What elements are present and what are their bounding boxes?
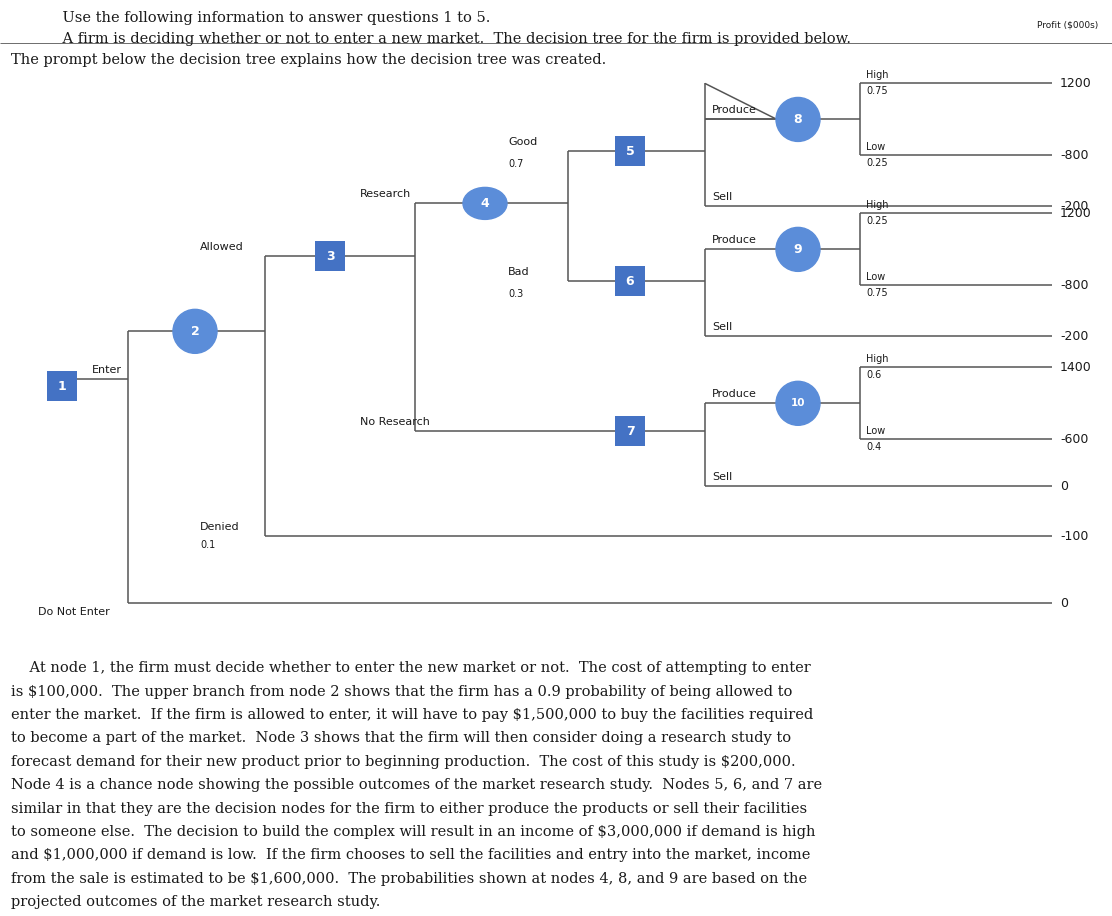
Text: 0: 0 <box>1060 480 1068 493</box>
Text: similar in that they are the decision nodes for the firm to either produce the p: similar in that they are the decision no… <box>11 802 807 815</box>
Text: A firm is deciding whether or not to enter a new market.  The decision tree for : A firm is deciding whether or not to ent… <box>44 32 852 46</box>
Text: 5: 5 <box>626 145 634 158</box>
Text: is $100,000.  The upper branch from node 2 shows that the firm has a 0.9 probabi: is $100,000. The upper branch from node … <box>11 685 793 699</box>
Text: -200: -200 <box>1060 200 1089 213</box>
Text: from the sale is estimated to be $1,600,000.  The probabilities shown at nodes 4: from the sale is estimated to be $1,600,… <box>11 872 807 886</box>
Text: Enter: Enter <box>92 365 122 375</box>
Text: 7: 7 <box>626 425 634 438</box>
Ellipse shape <box>463 188 507 220</box>
Text: projected outcomes of the market research study.: projected outcomes of the market researc… <box>11 895 380 909</box>
Text: Node 4 is a chance node showing the possible outcomes of the market research stu: Node 4 is a chance node showing the poss… <box>11 778 822 792</box>
Text: The prompt below the decision tree explains how the decision tree was created.: The prompt below the decision tree expla… <box>11 53 606 67</box>
Text: 1: 1 <box>58 380 67 393</box>
Text: 10: 10 <box>791 398 805 409</box>
Text: 0.25: 0.25 <box>866 158 887 169</box>
FancyBboxPatch shape <box>615 416 645 446</box>
Text: 0.7: 0.7 <box>508 159 524 169</box>
Text: Sell: Sell <box>712 473 732 482</box>
Text: 8: 8 <box>794 113 803 125</box>
Text: Allowed: Allowed <box>200 243 244 253</box>
Text: Sell: Sell <box>712 322 732 333</box>
Text: to someone else.  The decision to build the complex will result in an income of : to someone else. The decision to build t… <box>11 824 815 839</box>
Circle shape <box>776 97 820 141</box>
Text: 0.25: 0.25 <box>866 216 887 226</box>
Text: Do Not Enter: Do Not Enter <box>38 607 110 617</box>
Text: 6: 6 <box>626 275 634 288</box>
Text: enter the market.  If the firm is allowed to enter, it will have to pay $1,500,0: enter the market. If the firm is allowed… <box>11 708 813 722</box>
Text: 1200: 1200 <box>1060 207 1092 220</box>
Text: Low: Low <box>866 426 885 436</box>
Text: and $1,000,000 if demand is low.  If the firm chooses to sell the facilities and: and $1,000,000 if demand is low. If the … <box>11 848 811 862</box>
Text: 0: 0 <box>1060 596 1068 610</box>
FancyBboxPatch shape <box>615 136 645 167</box>
Text: Low: Low <box>866 272 885 282</box>
Circle shape <box>173 310 217 354</box>
Text: to become a part of the market.  Node 3 shows that the firm will then consider d: to become a part of the market. Node 3 s… <box>11 731 792 746</box>
Text: -600: -600 <box>1060 432 1089 446</box>
Text: -100: -100 <box>1060 529 1089 543</box>
Text: High: High <box>866 201 888 211</box>
Text: 0.75: 0.75 <box>866 86 887 96</box>
Text: 0.9: 0.9 <box>200 335 216 345</box>
Text: High: High <box>866 71 888 81</box>
Text: No Research: No Research <box>360 418 430 427</box>
Text: 1400: 1400 <box>1060 361 1092 374</box>
Text: Denied: Denied <box>200 522 239 532</box>
Text: 0.4: 0.4 <box>866 442 881 453</box>
FancyBboxPatch shape <box>615 267 645 297</box>
Text: 9: 9 <box>794 243 803 256</box>
Circle shape <box>776 381 820 425</box>
Text: Good: Good <box>508 137 537 147</box>
Text: At node 1, the firm must decide whether to enter the new market or not.  The cos: At node 1, the firm must decide whether … <box>11 661 811 675</box>
FancyBboxPatch shape <box>315 242 345 271</box>
Text: Produce: Produce <box>712 105 757 115</box>
Text: 0.3: 0.3 <box>508 289 524 300</box>
FancyBboxPatch shape <box>47 371 77 401</box>
Circle shape <box>776 227 820 271</box>
Text: 2: 2 <box>190 325 199 338</box>
Text: Use the following information to answer questions 1 to 5.: Use the following information to answer … <box>44 11 490 25</box>
Text: 4: 4 <box>480 197 489 210</box>
Text: forecast demand for their new product prior to beginning production.  The cost o: forecast demand for their new product pr… <box>11 755 796 769</box>
Text: Produce: Produce <box>712 235 757 245</box>
Text: -800: -800 <box>1060 278 1089 292</box>
Text: 1200: 1200 <box>1060 77 1092 90</box>
Text: Research: Research <box>360 190 411 200</box>
Text: High: High <box>866 354 888 365</box>
Text: Bad: Bad <box>508 267 529 278</box>
Text: 0.75: 0.75 <box>866 289 887 299</box>
Text: 0.6: 0.6 <box>866 370 881 380</box>
Text: -800: -800 <box>1060 149 1089 162</box>
Text: Produce: Produce <box>712 389 757 399</box>
Text: Sell: Sell <box>712 192 732 202</box>
Text: Low: Low <box>866 142 885 152</box>
Text: Profit ($000s): Profit ($000s) <box>1037 21 1099 30</box>
Text: -200: -200 <box>1060 330 1089 343</box>
Text: 0.1: 0.1 <box>200 540 216 551</box>
Text: 3: 3 <box>326 250 335 263</box>
